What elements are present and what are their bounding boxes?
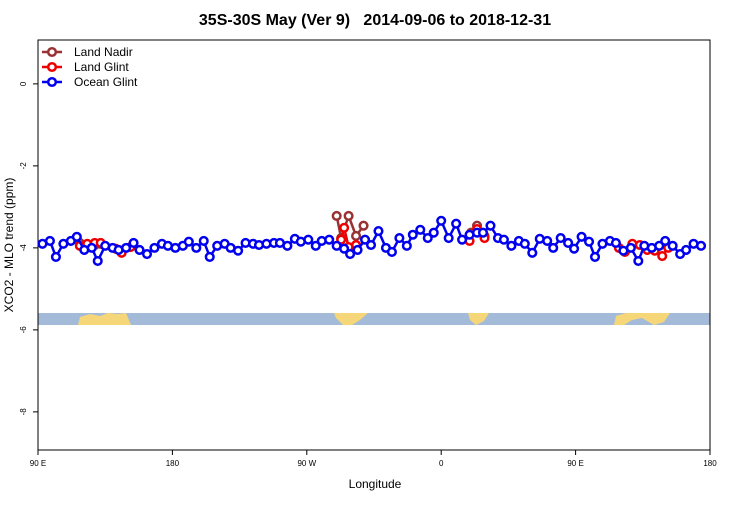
legend-marker (46, 61, 58, 73)
point (589, 251, 601, 262)
point (310, 240, 321, 251)
point (477, 227, 489, 238)
point (343, 210, 354, 221)
x-tick-label: 180 (166, 459, 180, 468)
point (569, 243, 580, 254)
point (358, 220, 369, 231)
point (519, 238, 530, 249)
point (331, 210, 342, 221)
point (436, 215, 447, 226)
point (506, 240, 517, 251)
point (498, 234, 509, 245)
point (386, 246, 397, 258)
point (443, 232, 454, 244)
point (457, 234, 468, 245)
legend-marker (46, 76, 58, 88)
point (339, 243, 350, 254)
land (78, 313, 131, 325)
point (633, 255, 644, 267)
point (428, 227, 439, 238)
map-strip (38, 313, 710, 325)
point (352, 244, 363, 255)
point (610, 237, 621, 248)
point (345, 248, 356, 260)
point (86, 242, 97, 253)
point (204, 251, 215, 262)
point (365, 239, 377, 251)
point (359, 234, 371, 245)
x-tick-label: 90 E (567, 459, 583, 468)
legend-label: Land Nadir (74, 45, 133, 59)
point (695, 240, 707, 251)
y-axis-title: XCO2 - MLO trend (ppm) (2, 178, 16, 313)
point (303, 234, 314, 245)
x-tick-label: 0 (439, 459, 444, 468)
point (555, 232, 566, 244)
point (71, 231, 82, 242)
point (92, 255, 103, 267)
x-tick-label: 90 W (297, 459, 316, 468)
point (407, 229, 418, 240)
y-tick-label: -4 (19, 244, 28, 252)
point (339, 222, 350, 233)
point (233, 245, 244, 256)
point (654, 240, 665, 251)
land (614, 313, 670, 325)
point (401, 240, 412, 251)
point (351, 230, 362, 242)
x-tick-label: 180 (703, 459, 717, 468)
point (681, 244, 692, 255)
point (660, 235, 671, 246)
point (50, 251, 61, 262)
legend-label: Ocean Glint (74, 75, 138, 89)
point (198, 235, 209, 246)
point (576, 231, 587, 242)
legend-label: Land Glint (74, 60, 129, 74)
point (422, 232, 433, 244)
point (415, 224, 426, 235)
point (394, 232, 405, 244)
point (451, 218, 462, 229)
point (667, 240, 678, 251)
land (468, 313, 489, 325)
point (128, 237, 139, 248)
point (183, 236, 194, 247)
point (485, 220, 496, 231)
point (121, 242, 132, 253)
chart-title: 35S-30S May (Ver 9) 2014-09-06 to 2018-1… (199, 12, 551, 29)
x-tick-label: 90 E (30, 459, 46, 468)
point (657, 251, 668, 262)
ocean-strip (38, 313, 710, 325)
point (563, 237, 574, 248)
legend-marker (46, 46, 58, 58)
point (141, 248, 153, 260)
point (373, 226, 384, 237)
point (548, 242, 559, 253)
point (625, 242, 636, 253)
y-tick-label: -8 (19, 408, 28, 416)
y-tick-label: -2 (19, 162, 28, 170)
land (334, 313, 368, 325)
point (583, 236, 595, 247)
point (191, 242, 202, 253)
y-tick-label: 0 (19, 81, 28, 86)
point (149, 242, 160, 253)
point (282, 240, 293, 251)
point (542, 235, 553, 246)
y-tick-label: -6 (19, 326, 28, 334)
point (324, 234, 335, 245)
point (527, 247, 538, 258)
point (44, 235, 55, 246)
x-axis-title: Longitude (349, 477, 402, 491)
point (134, 244, 145, 255)
